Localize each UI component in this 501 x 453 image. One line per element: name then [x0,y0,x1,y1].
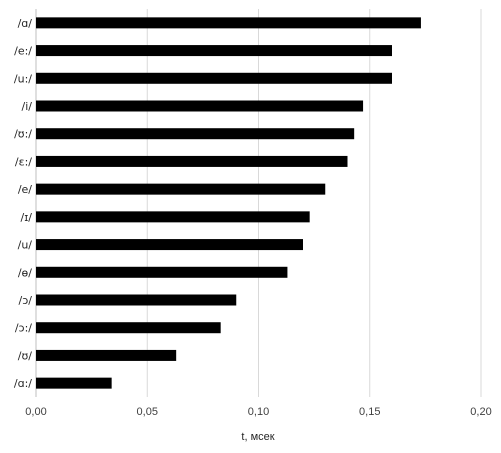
category-label: /ɔ/ [19,294,33,307]
category-label: /ɛ:/ [15,155,32,168]
category-label: /ɑ/ [18,17,33,30]
bar [36,266,288,278]
x-tick-label: 0,20 [470,406,491,418]
category-label: /u/ [18,239,33,252]
bar [36,183,326,195]
bar [36,322,221,334]
category-label: /ɪ/ [21,211,33,224]
category-label: /ɑ:/ [14,377,32,390]
category-labels: /ɑ/ /e:/ /u:/ /i/ /ʊ:/ /ɛ:/ /e/ /ɪ/ /u/ /ɵ/ /ɔ/ /ɔ:… [14,17,32,390]
category-label: /i/ [22,100,33,113]
category-label: /ɔ:/ [15,322,32,335]
bar [36,211,310,223]
x-tick-labels: 0,00 0,05 0,10 0,15 0,20 [25,406,491,418]
gridlines [35,9,482,397]
x-tick-label: 0,05 [137,406,158,418]
bar [36,349,177,361]
x-axis-title: t, мсек [241,431,274,443]
bar [36,17,421,29]
category-label: /ʊ:/ [14,128,32,141]
category-label: /ɵ/ [18,266,32,279]
bar [36,294,237,306]
bar [36,239,303,251]
category-label: /e:/ [14,45,32,58]
bar [36,72,392,84]
bar [36,128,355,140]
bars [36,17,421,389]
category-label: /u:/ [14,72,32,85]
category-label: /ʊ/ [18,349,33,362]
x-tick-label: 0,00 [25,406,46,418]
bar [36,377,112,389]
bar [36,100,364,112]
x-tick-label: 0,10 [248,406,269,418]
category-label: /e/ [18,183,32,196]
x-tick-label: 0,15 [359,406,380,418]
bar [36,155,348,167]
bar [36,45,392,57]
